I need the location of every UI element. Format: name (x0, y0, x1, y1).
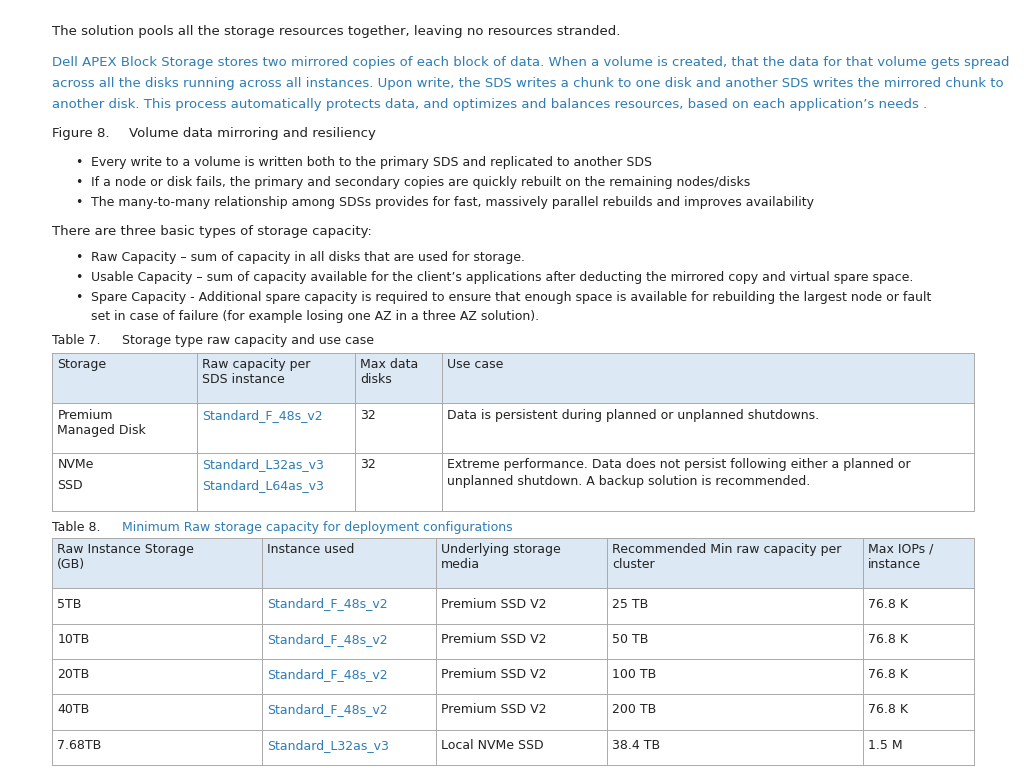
Text: Max IOPs /
instance: Max IOPs / instance (868, 543, 934, 571)
Bar (52, 453, 974, 511)
Text: If a node or disk fails, the primary and secondary copies are quickly rebuilt on: If a node or disk fails, the primary and… (91, 176, 751, 189)
Text: Data is persistent during planned or unplanned shutdowns.: Data is persistent during planned or unp… (447, 409, 819, 422)
Text: 5TB: 5TB (57, 598, 82, 611)
Bar (52, 624, 974, 659)
Text: Spare Capacity - Additional spare capacity is required to ensure that enough spa: Spare Capacity - Additional spare capaci… (91, 291, 932, 304)
Text: across all the disks running across all instances. Upon write, the SDS writes a : across all the disks running across all … (52, 77, 1004, 90)
Text: Extreme performance. Data does not persist following either a planned or: Extreme performance. Data does not persi… (447, 458, 911, 472)
Text: •: • (75, 176, 82, 189)
Text: Premium SSD V2: Premium SSD V2 (441, 633, 547, 646)
Text: Dell APEX Block Storage stores two mirrored copies of each block of data. When a: Dell APEX Block Storage stores two mirro… (52, 56, 1010, 69)
Text: Standard_F_48s_v2: Standard_F_48s_v2 (267, 633, 388, 646)
Text: •: • (75, 251, 82, 264)
Bar (52, 730, 974, 765)
Text: 32: 32 (360, 458, 376, 472)
Text: 20TB: 20TB (57, 668, 89, 681)
Text: Recommended Min raw capacity per
cluster: Recommended Min raw capacity per cluster (612, 543, 842, 571)
Text: Standard_F_48s_v2: Standard_F_48s_v2 (202, 409, 323, 422)
Text: Raw Capacity – sum of capacity in all disks that are used for storage.: Raw Capacity – sum of capacity in all di… (91, 251, 525, 264)
Text: Premium SSD V2: Premium SSD V2 (441, 668, 547, 681)
Text: 25 TB: 25 TB (612, 598, 648, 611)
Bar (52, 659, 974, 694)
Text: Raw capacity per
SDS instance: Raw capacity per SDS instance (202, 358, 310, 386)
Bar (52, 538, 974, 588)
Text: Premium
Managed Disk: Premium Managed Disk (57, 409, 146, 436)
Text: 100 TB: 100 TB (612, 668, 656, 681)
Text: set in case of failure (for example losing one AZ in a three AZ solution).: set in case of failure (for example losi… (91, 310, 540, 323)
Text: SSD: SSD (57, 479, 83, 492)
Text: Premium SSD V2: Premium SSD V2 (441, 703, 547, 717)
Text: another disk. This process automatically protects data, and optimizes and balanc: another disk. This process automatically… (52, 98, 928, 111)
Text: 76.8 K: 76.8 K (868, 598, 908, 611)
Text: Premium SSD V2: Premium SSD V2 (441, 598, 547, 611)
Text: 38.4 TB: 38.4 TB (612, 739, 660, 752)
Bar (52, 588, 974, 624)
Text: Use case: Use case (447, 358, 504, 371)
Text: 76.8 K: 76.8 K (868, 703, 908, 717)
Bar (52, 353, 974, 403)
Text: Table 8.: Table 8. (52, 521, 100, 535)
Text: 10TB: 10TB (57, 633, 89, 646)
Text: Standard_L64as_v3: Standard_L64as_v3 (202, 479, 324, 492)
Text: Volume data mirroring and resiliency: Volume data mirroring and resiliency (129, 127, 376, 140)
Text: •: • (75, 291, 82, 304)
Text: 76.8 K: 76.8 K (868, 668, 908, 681)
Text: Standard_F_48s_v2: Standard_F_48s_v2 (267, 703, 388, 717)
Text: 7.68TB: 7.68TB (57, 739, 101, 752)
Text: The solution pools all the storage resources together, leaving no resources stra: The solution pools all the storage resou… (52, 25, 621, 38)
Text: 1.5 M: 1.5 M (868, 739, 903, 752)
Text: Standard_F_48s_v2: Standard_F_48s_v2 (267, 598, 388, 611)
Text: 40TB: 40TB (57, 703, 89, 717)
Text: Max data
disks: Max data disks (360, 358, 419, 386)
Text: unplanned shutdown. A backup solution is recommended.: unplanned shutdown. A backup solution is… (447, 475, 811, 488)
Text: 76.8 K: 76.8 K (868, 633, 908, 646)
Text: 50 TB: 50 TB (612, 633, 649, 646)
Text: The many-to-many relationship among SDSs provides for fast, massively parallel r: The many-to-many relationship among SDSs… (91, 196, 814, 209)
Text: Figure 8.: Figure 8. (52, 127, 110, 140)
Text: Every write to a volume is written both to the primary SDS and replicated to ano: Every write to a volume is written both … (91, 156, 652, 169)
Text: Instance used: Instance used (267, 543, 354, 556)
Text: 200 TB: 200 TB (612, 703, 656, 717)
Text: Standard_L32as_v3: Standard_L32as_v3 (267, 739, 389, 752)
Text: Raw Instance Storage
(GB): Raw Instance Storage (GB) (57, 543, 195, 571)
Text: •: • (75, 196, 82, 209)
Text: •: • (75, 271, 82, 284)
Text: Minimum Raw storage capacity for deployment configurations: Minimum Raw storage capacity for deploym… (122, 521, 512, 535)
Bar (52, 403, 974, 453)
Text: 32: 32 (360, 409, 376, 422)
Text: There are three basic types of storage capacity:: There are three basic types of storage c… (52, 225, 372, 238)
Text: Standard_F_48s_v2: Standard_F_48s_v2 (267, 668, 388, 681)
Text: Underlying storage
media: Underlying storage media (441, 543, 561, 571)
Text: Table 7.: Table 7. (52, 334, 100, 347)
Text: Usable Capacity – sum of capacity available for the client’s applications after : Usable Capacity – sum of capacity availa… (91, 271, 913, 284)
Text: Standard_L32as_v3: Standard_L32as_v3 (202, 458, 324, 472)
Text: Storage type raw capacity and use case: Storage type raw capacity and use case (122, 334, 374, 347)
Text: NVMe: NVMe (57, 458, 94, 472)
Bar (52, 694, 974, 730)
Text: Storage: Storage (57, 358, 106, 371)
Text: •: • (75, 156, 82, 169)
Text: Local NVMe SSD: Local NVMe SSD (441, 739, 544, 752)
